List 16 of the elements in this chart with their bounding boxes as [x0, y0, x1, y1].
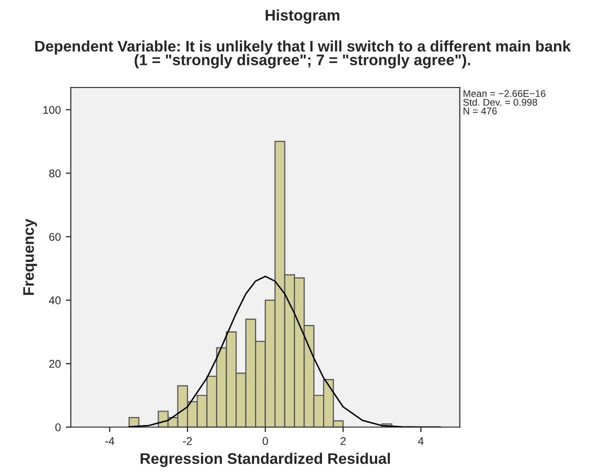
x-tick-label: -4: [105, 437, 114, 445]
y-tick-label: 100: [43, 106, 61, 114]
x-axis-title: Regression Standardized Residual: [140, 452, 390, 468]
y-tick-label: 60: [49, 232, 61, 241]
chart-title: Histogram: [266, 9, 340, 24]
x-tick-label: 4: [418, 437, 424, 445]
y-axis-title: Frequency: [23, 218, 37, 295]
chart-subtitle: Dependent Variable: It is unlikely that I will switch to a different main bank (1 = "strongly disagree"; 7 = "strongly agree").: [35, 40, 571, 68]
y-tick-label: 0: [55, 423, 61, 432]
x-tick-label: 0: [262, 437, 268, 446]
x-tick-label: -2: [183, 437, 192, 445]
y-tick-label: 80: [49, 169, 61, 178]
x-tick-label: 2: [340, 437, 346, 445]
y-tick-label: 20: [49, 360, 61, 368]
y-tick-label: 40: [48, 296, 61, 304]
text: Mean = −2.66E−16 Std. Dev. = 0.998 N = 476: [463, 90, 546, 114]
